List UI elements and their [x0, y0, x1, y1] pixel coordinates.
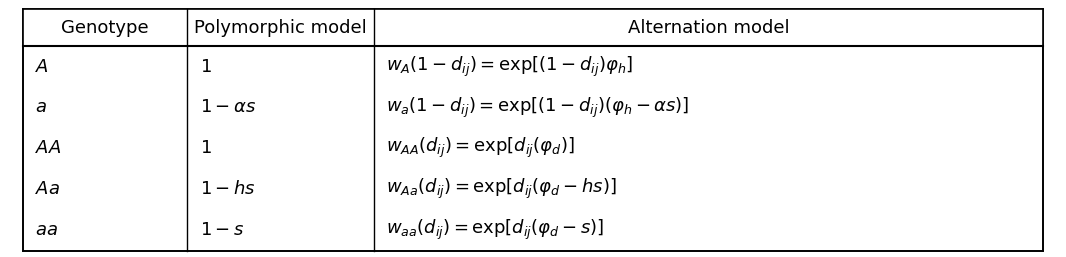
Text: $1$: $1$ [200, 139, 212, 157]
Text: $w_{Aa}(d_{ij}) = \exp[d_{ij}(\varphi_d - hs)]$: $w_{Aa}(d_{ij}) = \exp[d_{ij}(\varphi_d … [386, 177, 617, 201]
Text: Polymorphic model: Polymorphic model [194, 19, 367, 36]
Text: $1 - s$: $1 - s$ [200, 221, 245, 239]
Text: $Aa$: $Aa$ [35, 180, 61, 198]
Text: $w_a(1 - d_{ij}) = \exp[(1 - d_{ij})(\varphi_h - \alpha s)]$: $w_a(1 - d_{ij}) = \exp[(1 - d_{ij})(\va… [386, 95, 690, 120]
Text: $a$: $a$ [35, 98, 47, 116]
Text: $1 - \alpha s$: $1 - \alpha s$ [200, 98, 257, 116]
Text: $A$: $A$ [35, 58, 49, 76]
Text: $w_{AA}(d_{ij}) = \exp[d_{ij}(\varphi_d)]$: $w_{AA}(d_{ij}) = \exp[d_{ij}(\varphi_d)… [386, 136, 575, 160]
Text: $aa$: $aa$ [35, 221, 59, 239]
Text: $AA$: $AA$ [35, 139, 62, 157]
Text: $1 - hs$: $1 - hs$ [200, 180, 256, 198]
Text: Alternation model: Alternation model [628, 19, 789, 36]
Text: Genotype: Genotype [61, 19, 149, 36]
Text: $w_{aa}(d_{ij}) = \exp[d_{ij}(\varphi_d - s)]$: $w_{aa}(d_{ij}) = \exp[d_{ij}(\varphi_d … [386, 218, 604, 242]
Bar [22, 9, 1044, 46]
Text: $1$: $1$ [200, 58, 212, 76]
Text: $w_A(1 - d_{ij}) = \exp[(1 - d_{ij})\varphi_h]$: $w_A(1 - d_{ij}) = \exp[(1 - d_{ij})\var… [386, 54, 633, 79]
